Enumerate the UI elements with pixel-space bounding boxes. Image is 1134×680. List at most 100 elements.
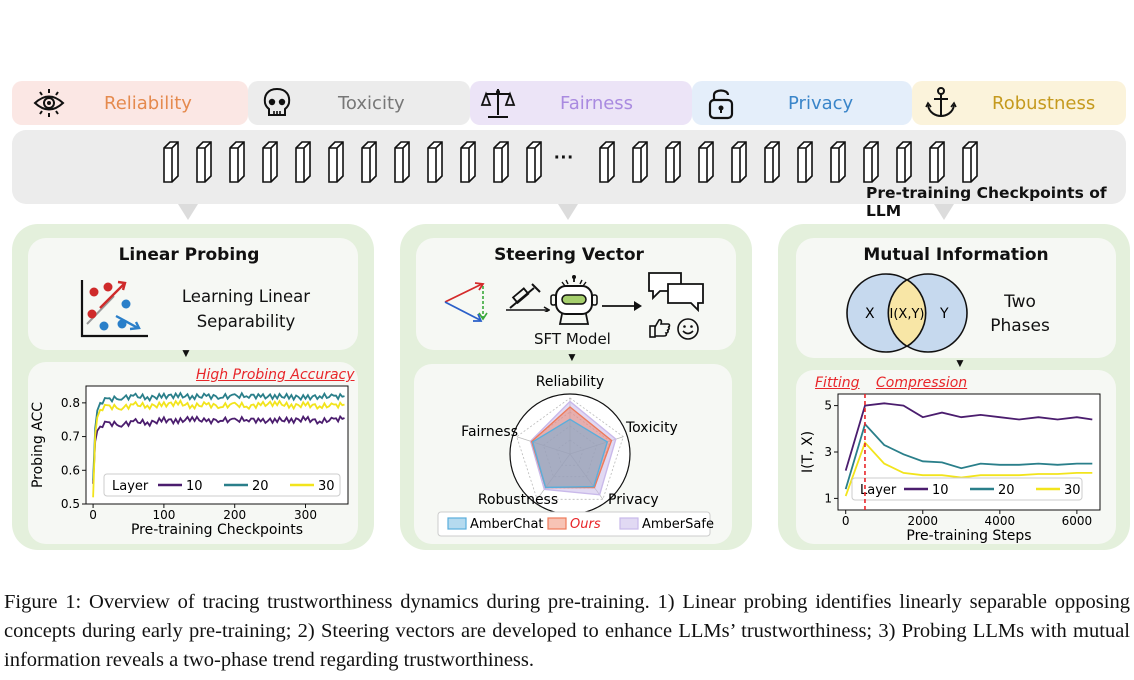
checkpoint-block [797,141,813,183]
tab-fairness: Fairness [470,81,692,125]
radar-series-AmberSafe [529,400,617,496]
two-phases-text: Two Phases [976,290,1064,338]
legend-title: Layer [112,479,149,494]
radar-grid [516,397,624,500]
y-tick-label: 1 [824,491,832,505]
x-tick-label: 4000 [985,514,1016,528]
fitting-label: Fitting [815,375,860,391]
radar-axis-label: Robustness [478,492,558,508]
output-arrow [602,301,642,311]
tab-label: Robustness [992,93,1096,114]
tab-privacy: Privacy [692,81,912,125]
checkpoints-ellipsis: ··· [554,147,574,169]
probing-subtitle-line2: Separability [196,312,296,331]
legend-label-10: 10 [186,479,203,494]
checkpoint-block [328,141,344,183]
radar-legend-swatch-AmberSafe [619,517,639,530]
checkpoint-block [896,141,912,183]
syringe-icon [506,283,550,312]
checkpoint-block [526,141,542,183]
probing-subtitle: Learning Linear Separability [168,284,324,334]
checkpoint-block [599,141,615,183]
venn-diagram: X I(X,Y) Y [846,273,968,353]
two-phases-line1: Two [1004,292,1036,312]
checkpoint-block [863,141,879,183]
checkpoint-block [929,141,945,183]
probing-highlight: High Probing Accuracy [196,367,355,383]
mi-chart: 0 2000 4000 6000 1 3 5 Pre-training Steps I(T, X… [800,393,1101,544]
two-phases-line2: Phases [990,316,1050,336]
radar-axis-label: Toxicity [625,420,678,436]
tab-label: Fairness [560,93,634,114]
steering-down-arrow: ▼ [566,350,578,364]
probing-chart: 0 100 200 300 0.5 0.6 0.7 0.8 Pre-training Check… [30,385,349,538]
checkpoint-block [665,141,681,183]
venn-y-label: Y [939,306,949,322]
series-line-20 [92,391,345,481]
x-tick-label: 0 [842,514,850,528]
tab-label: Privacy [788,93,854,114]
venn-intersection-label: I(X,Y) [890,307,925,322]
legend-label-10: 10 [932,483,949,498]
robot-icon [550,275,598,325]
radar-axis-label: Privacy [608,492,659,508]
checkpoint-block [163,141,179,183]
x-tick-label: 300 [294,508,317,522]
lock-icon [708,89,734,120]
y-tick-label: 5 [824,399,832,413]
y-tick-label: 0.8 [61,396,80,410]
tab-reliability: Reliability [12,81,248,125]
down-arrows [178,204,954,220]
legend-label-30: 30 [318,479,335,494]
series-line-30 [92,398,345,498]
checkpoint-block [295,141,311,183]
radar-chart: Reliability Toxicity Privacy Robustness Fair… [437,374,714,537]
radar-axis-label: Fairness [461,424,518,440]
x-tick-label: 100 [152,508,175,522]
radar-axis-label: Reliability [536,374,604,390]
radar-legend-swatch-Ours [547,517,567,530]
checkpoint-block [394,141,410,183]
x-tick-label: 200 [223,508,246,522]
radar-legend-label-AmberSafe: AmberSafe [642,517,714,532]
checkpoint-block [731,141,747,183]
legend-label-20: 20 [252,479,269,494]
tab-label: Toxicity [338,93,405,114]
x-axis-label: Pre-training Steps [906,528,1031,544]
checkpoint-block [962,141,978,183]
compression-label: Compression [876,375,968,391]
vector-arrows-icon [444,282,488,322]
anchor-icon [925,87,957,118]
legend-box [103,473,341,497]
steering-title: Steering Vector [494,245,644,265]
y-tick-label: 0.5 [61,497,80,511]
thumbs-up-icon [649,318,671,338]
y-axis-label: I(T, X) [800,431,816,473]
legend-title: Layer [860,483,897,498]
tab-toxicity: Toxicity [248,81,470,125]
tab-robustness: Robustness [912,81,1126,125]
figure-caption: Figure 1: Overview of tracing trustworth… [4,591,1130,671]
scales-icon [480,89,516,118]
checkpoint-block [632,141,648,183]
smiley-icon [677,318,699,340]
checkpoint-block [262,141,278,183]
mutual-down-arrow: ▼ [954,356,966,370]
series-line-10 [92,414,345,484]
legend-label-20: 20 [998,483,1015,498]
checkpoint-blocks [163,141,978,183]
y-tick-label: 0.7 [61,430,80,444]
legend-box [851,477,1083,501]
checkpoint-block [764,141,780,183]
checkpoint-block [229,141,245,183]
radar-legend-label-AmberChat: AmberChat [470,517,544,532]
x-tick-label: 0 [89,508,97,522]
checkpoint-block [427,141,443,183]
y-tick-label: 0.6 [61,463,80,477]
x-tick-label: 6000 [1062,514,1093,528]
radar-legend-label-Ours: Ours [570,517,601,532]
legend-label-30: 30 [1064,483,1081,498]
mutual-title: Mutual Information [863,245,1049,265]
tab-label: Reliability [104,93,192,114]
probing-subtitle-line1: Learning Linear [181,287,311,306]
